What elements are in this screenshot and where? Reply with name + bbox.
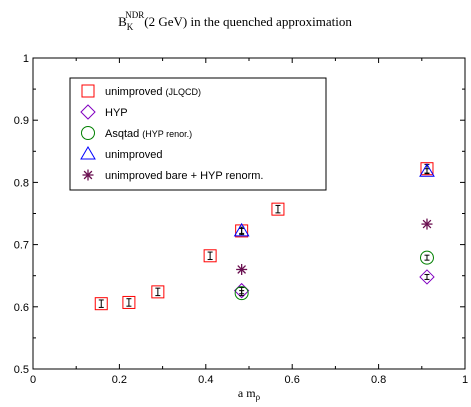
data-point-diamond xyxy=(419,269,435,285)
data-point-triangle xyxy=(419,163,435,177)
x-tick-label: 0.2 xyxy=(112,374,127,386)
legend-label-name: unimproved xyxy=(105,149,162,161)
chart-title-rest: (2 GeV) in the quenched approximation xyxy=(144,14,352,29)
legend-label-name: unimproved bare + HYP renorm. xyxy=(105,170,263,182)
legend-label-name: HYP xyxy=(105,107,128,119)
legend-marker-circle xyxy=(81,126,95,140)
legend-marker-triangle xyxy=(80,146,96,160)
data-point-square xyxy=(235,224,249,238)
data-point-square xyxy=(420,162,434,176)
y-tick-label: 0.7 xyxy=(14,240,29,252)
data-point-circle xyxy=(234,286,249,301)
legend-label: unimproved (JLQCD) xyxy=(105,86,201,98)
star-stroke xyxy=(83,170,93,180)
y-tick-label: 0.8 xyxy=(14,177,29,189)
legend-label: HYP xyxy=(105,107,128,119)
series-3-triangle xyxy=(233,163,435,237)
chart-title: BK NDR(2 GeV) in the quenched approximati… xyxy=(118,10,352,32)
series-1-diamond xyxy=(233,269,435,299)
data-point-square xyxy=(122,295,136,309)
data-marks xyxy=(94,162,435,311)
x-axis-label-sub: ρ xyxy=(256,392,261,402)
legend-marker-star xyxy=(82,169,94,181)
series-2-circle xyxy=(234,250,434,301)
y-tick-label: 0.5 xyxy=(14,364,29,376)
x-tick-label: 0.6 xyxy=(285,374,300,386)
data-point-triangle xyxy=(233,222,250,237)
data-point-square xyxy=(151,285,165,299)
legend-label: Asqtad (HYP renor.) xyxy=(105,128,192,140)
legend-label: unimproved bare + HYP renorm. xyxy=(105,170,263,182)
chart-title-sup: NDR xyxy=(125,10,144,20)
y-tick-label: 0.6 xyxy=(14,302,29,314)
series-4-star xyxy=(236,218,433,275)
x-tick-label: 0 xyxy=(30,374,36,386)
star-stroke xyxy=(237,265,247,274)
x-axis-label: a mρ xyxy=(238,386,261,402)
y-tick-label: 1 xyxy=(23,53,29,65)
chart-title-sub: K xyxy=(127,22,134,32)
x-tick-label: 1 xyxy=(462,374,468,386)
y-axis: 0.5 0.6 0.7 0.8 0.9 1 xyxy=(14,53,465,376)
legend-label: unimproved xyxy=(105,149,162,161)
data-point-star xyxy=(236,263,248,275)
x-tick-label: 0.8 xyxy=(371,374,386,386)
legend-label-note: (HYP renor.) xyxy=(142,129,192,139)
legend-box xyxy=(69,77,327,191)
data-point-square xyxy=(94,297,108,311)
x-axis: 0 0.2 0.4 0.6 0.8 1 xyxy=(30,58,468,386)
legend-marker-square xyxy=(81,84,95,98)
legend-marker-diamond xyxy=(80,104,96,120)
data-point-square xyxy=(271,202,285,216)
series-0-square xyxy=(94,162,434,311)
y-tick-label: 0.9 xyxy=(14,115,29,127)
star-stroke xyxy=(422,219,432,229)
data-point-square xyxy=(203,249,217,263)
data-point-circle xyxy=(419,250,434,265)
x-axis-label-main: a m xyxy=(238,386,256,400)
legend-label-name: Asqtad xyxy=(105,128,139,140)
legend-label-name: unimproved xyxy=(105,86,162,98)
data-point-star xyxy=(421,218,433,230)
chart-title-main: B xyxy=(118,14,127,29)
legend-label-note: (JLQCD) xyxy=(165,87,201,97)
x-tick-label: 0.4 xyxy=(198,374,213,386)
